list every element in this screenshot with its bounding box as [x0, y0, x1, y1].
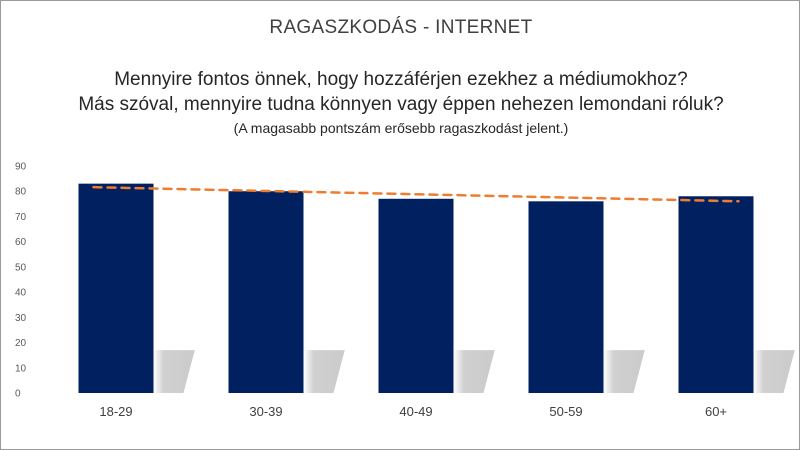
category-label: 60+ [705, 404, 727, 419]
x-axis: 18-29 30-39 40-49 50-59 60+ [99, 404, 727, 419]
category-label: 50-59 [549, 404, 582, 419]
category-label: 40-49 [399, 404, 432, 419]
y-tick-label: 0 [15, 389, 21, 400]
y-tick-label: 20 [15, 338, 27, 349]
chart-title: RAGASZKODÁS - INTERNET [269, 17, 533, 38]
question-line-2: Más szóval, mennyire tudna könnyen vagy … [78, 94, 724, 115]
y-tick-label: 10 [15, 363, 27, 374]
bar-shadow [453, 350, 495, 393]
y-axis: 0 10 20 30 40 50 60 70 80 90 [15, 162, 27, 400]
score-note: (A magasabb pontszám erősebb ragaszkodás… [233, 120, 569, 136]
category-label: 30-39 [249, 404, 282, 419]
y-tick-label: 80 [15, 187, 27, 198]
bars [78, 183, 754, 393]
bar-60+ [678, 196, 754, 393]
bar-shadow [753, 350, 795, 393]
trendline [92, 185, 740, 203]
y-tick-label: 70 [15, 212, 27, 223]
y-tick-label: 30 [15, 313, 27, 324]
bar-shadow [153, 350, 195, 393]
y-tick-label: 50 [15, 262, 27, 273]
y-tick-label: 60 [15, 237, 27, 248]
bar-40-49 [378, 198, 454, 393]
trendline-path [92, 185, 740, 203]
bar-30-39 [228, 191, 304, 393]
y-tick-label: 90 [15, 162, 27, 173]
bar-shadow [303, 350, 345, 393]
question-line-1: Mennyire fontos önnek, hogy hozzáférjen … [114, 69, 688, 90]
category-label: 18-29 [99, 404, 132, 419]
bar-shadow [603, 350, 645, 393]
bar-18-29 [78, 183, 154, 393]
y-tick-label: 40 [15, 288, 27, 299]
bar-shadows [153, 350, 795, 393]
bar-50-59 [528, 201, 604, 393]
